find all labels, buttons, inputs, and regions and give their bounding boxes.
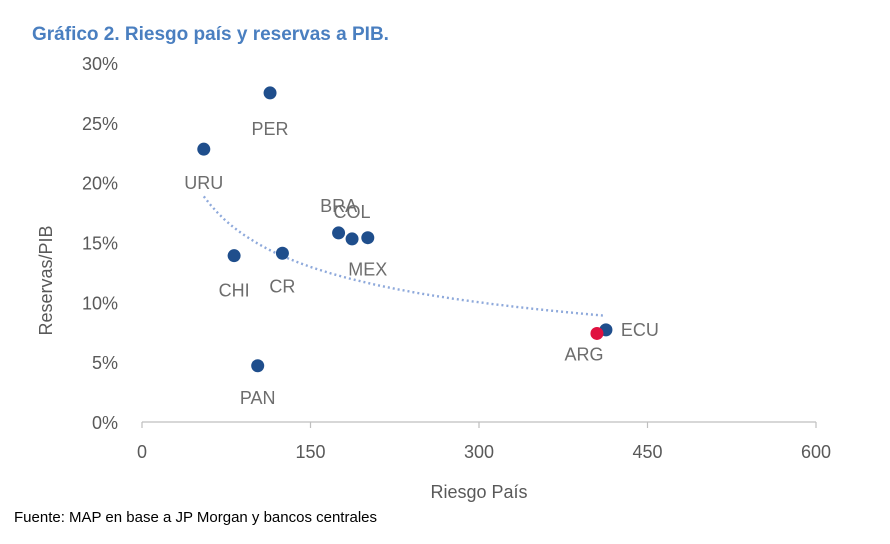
x-tick-label: 150 [295,442,325,462]
data-point-arg [590,326,604,340]
point-label-arg: ARG [564,344,603,364]
x-tick-label: 600 [801,442,831,462]
data-point-per [263,86,277,100]
y-tick-label: 5% [92,353,118,373]
chart-title: Gráfico 2. Riesgo país y reservas a PIB. [32,24,389,45]
x-axis-label: Riesgo País [430,482,527,502]
x-tick-label: 0 [137,442,147,462]
y-tick-label: 15% [82,234,118,254]
point-label-pan: PAN [240,388,276,408]
source-note: Fuente: MAP en base a JP Morgan y bancos… [14,509,377,526]
point-label-ecu: ECU [621,320,659,340]
trendline [202,195,605,317]
point-label-bra: BRA [320,196,357,216]
x-tick-label: 300 [464,442,494,462]
point-label-mex: MEX [348,260,387,280]
point-label-uru: URU [184,173,223,193]
y-axis-label: Reservas/PIB [36,225,56,335]
data-point-bra [332,226,346,240]
y-tick-label: 20% [82,174,118,194]
x-tick-label: 450 [632,442,662,462]
data-point-pan [251,359,265,373]
y-tick-label: 25% [82,114,118,134]
data-point-chi [227,249,241,263]
data-point-uru [197,142,211,156]
point-label-chi: CHI [219,281,250,301]
point-label-col: COL [334,202,371,222]
data-point-col [345,232,359,246]
y-tick-label: 30% [82,54,118,74]
point-label-cr: CR [269,276,295,296]
point-label-per: PER [252,119,289,139]
data-point-mex [361,231,375,245]
data-point-cr [275,246,289,260]
y-tick-label: 0% [92,413,118,433]
y-tick-label: 10% [82,293,118,313]
